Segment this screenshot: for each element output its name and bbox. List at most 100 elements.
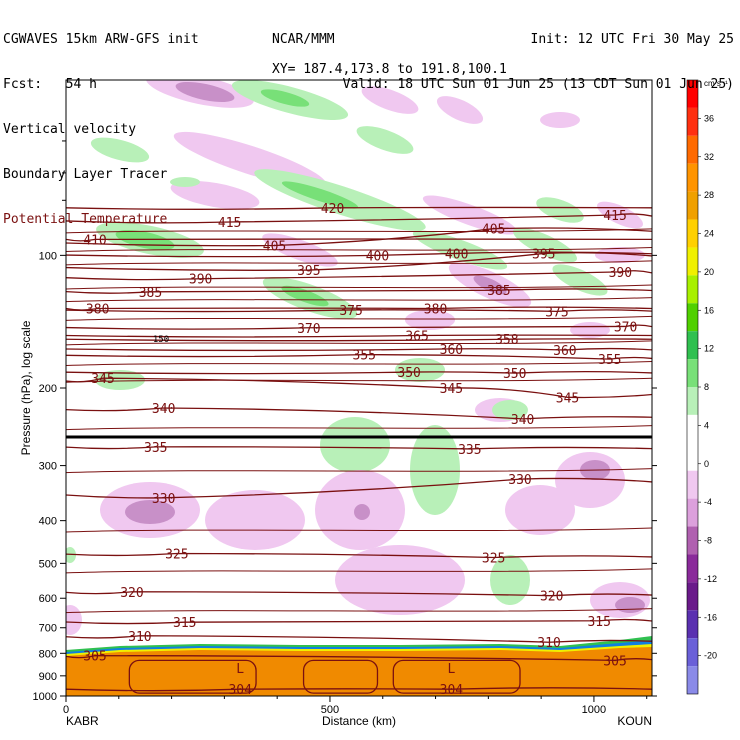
colorbar-swatch <box>687 80 698 108</box>
y-tick-label: 200 <box>39 383 57 395</box>
colorbar-swatch <box>687 498 698 527</box>
theta-labels: 415 420 415 410 405 405 400 400 395 395 390 390 385 3… <box>83 202 637 696</box>
colorbar-swatch <box>687 442 698 471</box>
theta-label: 380 <box>424 302 447 317</box>
theta-label: 385 <box>139 286 162 301</box>
theta-contour-304 <box>66 687 652 692</box>
colorbar-label: 4 <box>704 420 709 430</box>
theta-label: 310 <box>128 630 151 645</box>
header-xy-text: XY= 187.4,173.8 to 191.8,100.1 <box>272 62 507 77</box>
colorbar-swatch <box>687 359 698 387</box>
theta-label: 320 <box>540 590 563 605</box>
colorbar-swatch <box>687 666 698 694</box>
theta-contour-minor <box>66 377 652 383</box>
theta-contour-390 <box>66 270 652 281</box>
y-tick-label: 800 <box>39 648 57 660</box>
theta-label: 345 <box>556 391 579 406</box>
colorbar-swatch <box>687 582 698 611</box>
theta-label: 405 <box>482 223 505 238</box>
theta-label: 340 <box>511 413 534 428</box>
theta-contour-340 <box>66 407 652 420</box>
header-init: Init: 12 UTC Fri 30 May 25 Valid: 18 UTC… <box>343 2 734 107</box>
header-model: CGWAVES 15km ARW-GFS init <box>3 32 199 47</box>
theta-label: 395 <box>297 264 320 279</box>
theta-contour-310 <box>66 635 652 643</box>
colorbar-swatch <box>687 303 698 332</box>
theta-label: 390 <box>189 273 212 288</box>
header-field-3: Potential Temperature <box>3 212 168 227</box>
theta-contour-335 <box>66 446 652 450</box>
colorbar-swatch <box>687 219 698 248</box>
y-tick-label: 700 <box>39 623 57 635</box>
y-tick-label: 100 <box>39 250 57 262</box>
header-left: CGWAVES 15km ARW-GFS init Fcst: 54 h Ver… <box>3 2 199 242</box>
theta-contour-400 <box>66 251 652 258</box>
theta-label: 335 <box>144 441 167 456</box>
theta-contour-345 <box>66 377 652 399</box>
theta-label: 310 <box>537 636 560 651</box>
colorbar-label: -4 <box>704 497 712 507</box>
theta-contour-minor <box>66 608 652 614</box>
colorbar-label: 20 <box>704 267 714 277</box>
theta-contour-315 <box>66 618 652 625</box>
theta-contour-minor <box>66 247 652 253</box>
y-axis: 100 200 300 400 500 600 700 800 900 1000 <box>33 140 657 703</box>
theta-label: 305 <box>83 650 106 665</box>
left-endpoint-label: KABR <box>66 714 99 728</box>
theta-label: 415 <box>218 216 241 231</box>
colorbar: 36 32 28 24 20 16 12 8 4 0 -4 -8 -12 -16 -20 <box>686 79 717 695</box>
theta-label: 420 <box>321 202 344 217</box>
theta-contour-minor <box>66 468 652 474</box>
y-tick-label: 300 <box>39 461 57 473</box>
theta-label: 325 <box>482 552 505 567</box>
header-field-2: Boundary Layer Tracer <box>3 167 168 182</box>
colorbar-swatch <box>687 107 698 136</box>
theta-label: 340 <box>152 402 175 417</box>
plot-area: 415 420 415 410 405 405 400 400 395 395 390 390 385 3… <box>66 80 652 696</box>
header-org: NCAR/MMM <box>272 32 335 47</box>
theta-label: 360 <box>440 343 463 358</box>
colorbar-units: cm s⁻¹ <box>704 79 728 88</box>
theta-label: 385 <box>487 284 510 299</box>
colorbar-label: -12 <box>704 574 717 584</box>
theta-label: 315 <box>173 616 196 631</box>
colorbar-label: -16 <box>704 612 717 622</box>
colorbar-swatch <box>687 414 698 443</box>
theta-label: 330 <box>508 473 531 488</box>
y-tick-label: 500 <box>39 558 57 570</box>
theta-contour-360 <box>66 347 652 352</box>
x-tick-label: 0 <box>63 704 69 716</box>
theta-contour-380 <box>66 306 652 311</box>
right-endpoint-label: KOUN <box>617 714 652 728</box>
boundary-layer <box>66 636 652 696</box>
theta-label: 410 <box>83 233 106 248</box>
theta-label: 350 <box>397 366 420 381</box>
y-tick-label: 900 <box>39 671 57 683</box>
colorbar-label: 8 <box>704 382 709 392</box>
theta-label: 360 <box>553 344 576 359</box>
theta-contour-415 <box>66 213 652 224</box>
theta-label: 365 <box>405 329 428 344</box>
theta-label: 370 <box>297 322 320 337</box>
theta-label: 415 <box>603 209 626 224</box>
theta-label: 375 <box>545 305 568 320</box>
theta-contour-355 <box>66 353 652 360</box>
colorbar-swatch <box>687 554 698 583</box>
theta-contour-385 <box>66 288 652 294</box>
tropopause-label: 150 <box>153 335 169 345</box>
theta-label: 315 <box>587 615 610 630</box>
theta-contour-minor <box>66 260 652 266</box>
colorbar-label: -8 <box>704 536 712 546</box>
theta-label: 395 <box>532 247 555 262</box>
colorbar-label: -20 <box>704 651 717 661</box>
colorbar-swatch <box>687 638 698 667</box>
theta-contour-325 <box>66 552 652 559</box>
theta-contour-minor <box>66 315 652 321</box>
theta-label: 370 <box>614 320 637 335</box>
y-tick-label: 400 <box>39 516 57 528</box>
x-tick-label: 500 <box>321 704 339 716</box>
colorbar-swatch <box>687 191 698 220</box>
theta-contour-358 <box>66 338 652 342</box>
theta-contour-375 <box>66 309 652 313</box>
theta-contour-minor <box>66 340 652 346</box>
